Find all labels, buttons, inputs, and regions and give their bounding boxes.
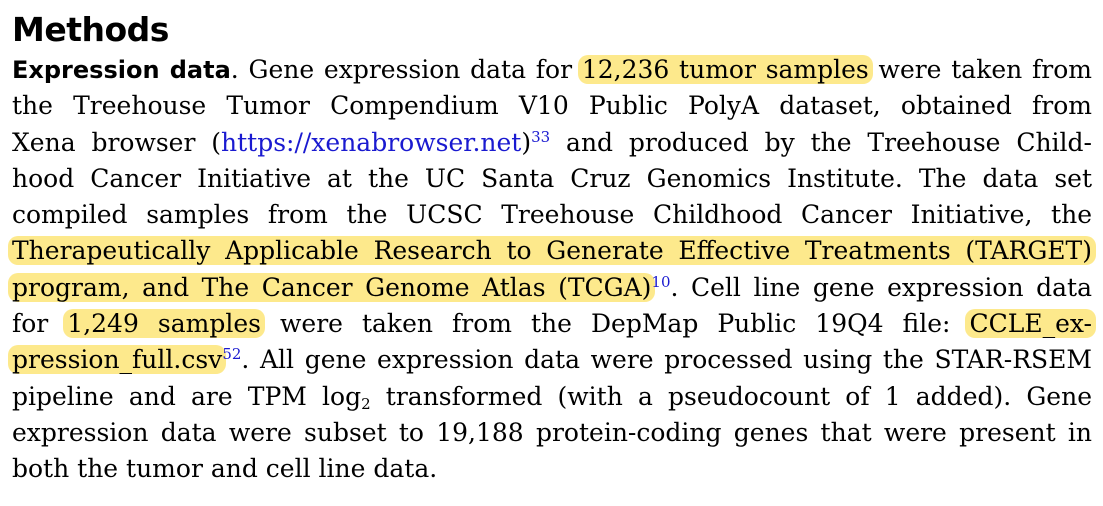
paragraph-line-5: compiled samples from the UCSC Treehouse… xyxy=(12,200,1092,230)
paragraph-line-7: program, and The Cancer Genome Atlas (TC… xyxy=(8,270,1092,306)
text-span: and produced by the Treehouse Child- xyxy=(550,127,1092,157)
paragraph-line-2: the Treehouse Tumor Compendium V10 Publi… xyxy=(12,91,1092,121)
highlight-tcga: program, and The Cancer Genome Atlas (TC… xyxy=(8,272,656,302)
highlight-target-program: Therapeutically Applicable Research to G… xyxy=(8,236,1096,266)
text-span: were taken from xyxy=(868,55,1092,84)
subsection-title-period: . xyxy=(230,55,239,84)
xena-browser-link[interactable]: https://xenabrowser.net xyxy=(221,127,522,157)
text-span: Gene expression data for xyxy=(238,55,582,84)
text-span: . Cell line gene expression data xyxy=(670,272,1092,302)
subsection-title: Expression data xyxy=(12,56,231,84)
paragraph-line-12: both the tumor and cell line data. xyxy=(12,454,438,484)
citation-ref-10[interactable]: 10 xyxy=(651,272,671,291)
text-span: Xena browser ( xyxy=(12,127,222,157)
text-span: for xyxy=(12,309,68,339)
highlight-ccle-file-part1: CCLE_ex- xyxy=(965,309,1096,339)
methods-section: Methods Expression data. Gene expression… xyxy=(8,8,1096,488)
paragraph-line-8: for 1,249 samples were taken from the De… xyxy=(12,306,1096,342)
paragraph-line-9: pression_full.csv52. All gene expression… xyxy=(8,342,1092,378)
text-span: . All gene expression data were processe… xyxy=(241,345,1092,375)
paragraph-line-6: Therapeutically Applicable Research to G… xyxy=(8,233,1096,269)
paragraph-line-11: expression data were subset to 19,188 pr… xyxy=(12,417,1092,447)
paragraph-line-4: hood Cancer Initiative at the UC Santa C… xyxy=(12,163,1092,193)
log-subscript: 2 xyxy=(361,394,371,413)
text-span: were taken from the DepMap Public 19Q4 f… xyxy=(260,309,970,339)
citation-ref-52[interactable]: 52 xyxy=(222,345,242,364)
text-span: ) xyxy=(521,127,532,157)
paragraph-line-1: Expression data. Gene expression data fo… xyxy=(12,52,1092,88)
section-heading: Methods xyxy=(12,10,169,49)
highlight-tumor-samples: 12,236 tumor samples xyxy=(577,55,873,84)
paragraph-line-3: Xena browser (https://xenabrowser.net)33… xyxy=(12,125,1092,161)
text-span: pipeline and are TPM log xyxy=(12,381,362,411)
highlight-ccle-file-part2: pression_full.csv xyxy=(8,345,227,375)
paragraph-line-10: pipeline and are TPM log2 transformed (w… xyxy=(12,379,1092,415)
citation-ref-33[interactable]: 33 xyxy=(531,127,551,146)
text-span: transformed (with a pseudocount of 1 add… xyxy=(370,381,1092,411)
highlight-cell-line-samples: 1,249 samples xyxy=(63,309,265,339)
